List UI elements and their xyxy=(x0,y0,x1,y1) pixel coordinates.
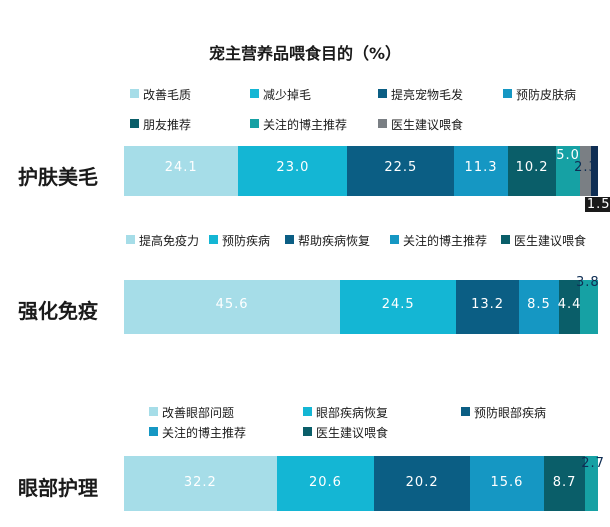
bar-segment xyxy=(340,280,457,334)
legend-label: 改善眼部问题 xyxy=(162,406,235,420)
legend-swatch xyxy=(209,235,218,244)
legend-swatch xyxy=(250,119,259,128)
bar-segment xyxy=(124,280,341,334)
data-label: 15.6 xyxy=(490,475,524,490)
legend-item: 预防皮肤病 xyxy=(503,86,576,103)
legend-swatch xyxy=(149,427,158,436)
data-label: 8.5 xyxy=(527,297,551,312)
data-label: 3.8 xyxy=(575,275,600,290)
legend-label: 改善毛质 xyxy=(143,88,192,102)
data-label: 10.2 xyxy=(515,160,549,175)
data-label: 4.4 xyxy=(557,297,582,312)
legend-item: 关注的博主推荐 xyxy=(250,116,347,133)
legend-item: 提高免疫力 xyxy=(126,232,199,249)
legend-swatch xyxy=(378,89,387,98)
legend-label: 帮助疾病恢复 xyxy=(298,234,371,248)
legend-swatch xyxy=(303,407,312,416)
group-label: 护肤美毛 xyxy=(18,165,98,189)
bar-segment xyxy=(470,456,544,511)
legend-swatch xyxy=(285,235,294,244)
bar-segment xyxy=(238,146,348,196)
bar-segment xyxy=(518,280,560,334)
data-label: 11.3 xyxy=(464,160,498,175)
data-label: 45.6 xyxy=(215,297,249,312)
data-label: 24.1 xyxy=(164,160,198,175)
legend-item: 改善毛质 xyxy=(130,86,191,103)
data-label: 24.5 xyxy=(381,297,415,312)
legend-swatch xyxy=(149,407,158,416)
bar-segment xyxy=(590,146,598,196)
legend-swatch xyxy=(503,89,512,98)
data-label: 8.7 xyxy=(552,475,577,490)
legend-swatch xyxy=(461,407,470,416)
data-label: 2.7 xyxy=(581,456,605,471)
legend-label: 眼部疾病恢复 xyxy=(316,406,389,420)
legend-label: 预防眼部疾病 xyxy=(474,406,547,420)
data-label: 5.0 xyxy=(556,148,580,163)
legend-label: 医生建议喂食 xyxy=(316,426,389,440)
legend-label: 提高免疫力 xyxy=(139,234,200,248)
legend-item: 减少掉毛 xyxy=(250,86,311,103)
bar-segment xyxy=(543,456,586,511)
legend-swatch xyxy=(130,89,139,98)
bar-segment xyxy=(507,146,557,196)
legend-item: 预防疾病 xyxy=(209,232,270,249)
bar-segment xyxy=(124,456,277,511)
data-label: 23.0 xyxy=(276,160,310,175)
legend-swatch xyxy=(303,427,312,436)
legend-item: 帮助疾病恢复 xyxy=(285,232,370,249)
legend-item: 朋友推荐 xyxy=(130,116,191,133)
legend-label: 减少掉毛 xyxy=(263,88,312,102)
bar-segment xyxy=(347,146,455,196)
data-label: 20.2 xyxy=(405,475,439,490)
legend-item: 关注的博主推荐 xyxy=(149,424,246,441)
bar-segment xyxy=(559,280,580,334)
legend-label: 医生建议喂食 xyxy=(514,234,587,248)
legend-label: 医生建议喂食 xyxy=(391,118,464,132)
bar-segment xyxy=(276,456,375,511)
legend-item: 改善眼部问题 xyxy=(149,404,234,421)
legend-label: 预防疾病 xyxy=(222,234,271,248)
legend-swatch xyxy=(130,119,139,128)
legend-swatch xyxy=(126,235,135,244)
bar-segment xyxy=(579,280,598,334)
legend-label: 提亮宠物毛发 xyxy=(391,88,464,102)
legend-label: 预防皮肤病 xyxy=(516,88,577,102)
legend-label: 关注的博主推荐 xyxy=(403,234,488,248)
bar-segment xyxy=(456,280,519,334)
group-label: 眼部护理 xyxy=(18,476,98,500)
legend-item: 提亮宠物毛发 xyxy=(378,86,463,103)
legend-item: 医生建议喂食 xyxy=(501,232,586,249)
legend-label: 关注的博主推荐 xyxy=(162,426,247,440)
bar-segment xyxy=(579,146,591,196)
bar-segment xyxy=(556,146,580,196)
bar-segment xyxy=(374,456,470,511)
legend-item: 关注的博主推荐 xyxy=(390,232,487,249)
chart-title: 宠主营养品喂食目的（%） xyxy=(208,44,402,63)
data-label: 1.5 xyxy=(584,197,610,212)
legend-swatch xyxy=(390,235,399,244)
legend-item: 眼部疾病恢复 xyxy=(303,404,388,421)
data-label: 22.5 xyxy=(384,160,418,175)
legend-item: 预防眼部疾病 xyxy=(461,404,546,421)
legend-label: 关注的博主推荐 xyxy=(263,118,348,132)
data-label: 13.2 xyxy=(471,297,505,312)
legend-swatch xyxy=(250,89,259,98)
data-label: 32.2 xyxy=(183,475,217,490)
legend-item: 医生建议喂食 xyxy=(303,424,388,441)
bar-segment xyxy=(454,146,508,196)
legend-swatch xyxy=(378,119,387,128)
bar-segment xyxy=(585,456,598,511)
bar-segment xyxy=(124,146,239,196)
group-label: 强化免疫 xyxy=(18,299,98,323)
data-label: 20.6 xyxy=(308,475,342,490)
legend-swatch xyxy=(501,235,510,244)
legend-label: 朋友推荐 xyxy=(143,118,192,132)
legend-item: 医生建议喂食 xyxy=(378,116,463,133)
